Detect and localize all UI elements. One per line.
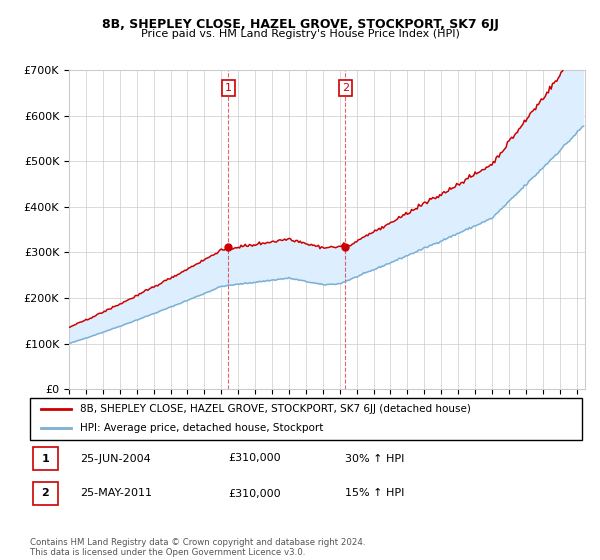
Text: 8B, SHEPLEY CLOSE, HAZEL GROVE, STOCKPORT, SK7 6JJ (detached house): 8B, SHEPLEY CLOSE, HAZEL GROVE, STOCKPOR…: [80, 404, 470, 414]
Text: 15% ↑ HPI: 15% ↑ HPI: [344, 488, 404, 498]
Text: Contains HM Land Registry data © Crown copyright and database right 2024.
This d: Contains HM Land Registry data © Crown c…: [30, 538, 365, 557]
Text: £310,000: £310,000: [229, 488, 281, 498]
Text: HPI: Average price, detached house, Stockport: HPI: Average price, detached house, Stoc…: [80, 423, 323, 433]
Text: 2: 2: [41, 488, 49, 498]
Text: 8B, SHEPLEY CLOSE, HAZEL GROVE, STOCKPORT, SK7 6JJ: 8B, SHEPLEY CLOSE, HAZEL GROVE, STOCKPOR…: [101, 18, 499, 31]
FancyBboxPatch shape: [33, 482, 58, 505]
FancyBboxPatch shape: [30, 398, 582, 440]
Text: Price paid vs. HM Land Registry's House Price Index (HPI): Price paid vs. HM Land Registry's House …: [140, 29, 460, 39]
Text: 30% ↑ HPI: 30% ↑ HPI: [344, 454, 404, 464]
Text: 2: 2: [342, 83, 349, 94]
Text: £310,000: £310,000: [229, 454, 281, 464]
Text: 25-MAY-2011: 25-MAY-2011: [80, 488, 152, 498]
Text: 1: 1: [41, 454, 49, 464]
FancyBboxPatch shape: [33, 447, 58, 470]
Text: 1: 1: [225, 83, 232, 94]
Text: 25-JUN-2004: 25-JUN-2004: [80, 454, 151, 464]
